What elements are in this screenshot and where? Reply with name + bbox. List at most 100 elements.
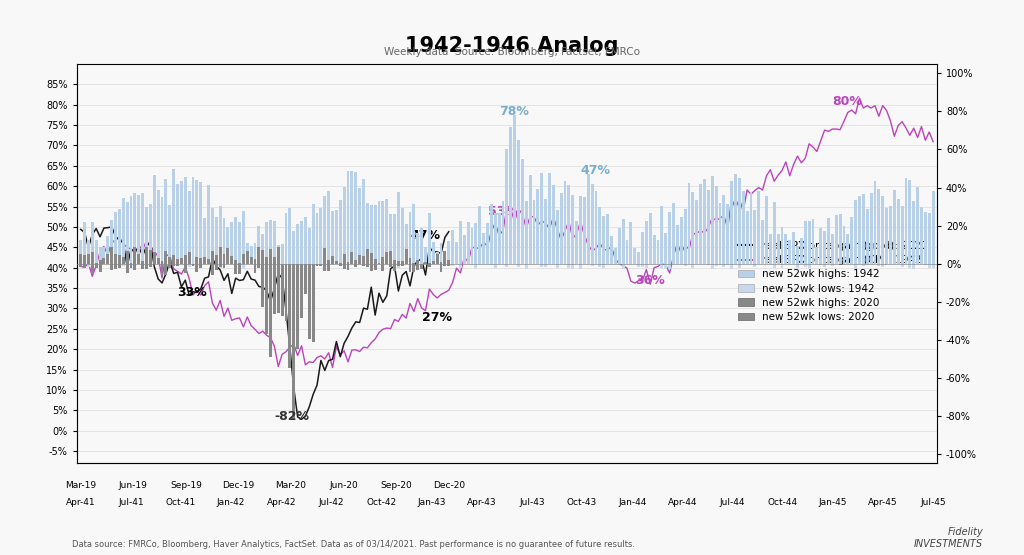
Bar [400,264,403,266]
Bar [289,208,292,264]
Bar [602,264,605,268]
Bar [273,220,275,264]
Bar [269,264,272,267]
Bar [265,257,268,264]
Bar [800,238,803,264]
Bar [641,233,644,264]
Bar [133,193,136,264]
Text: Jan-44: Jan-44 [618,498,646,507]
Bar [381,264,384,268]
Bar [265,221,268,264]
Bar [161,264,164,269]
Bar [374,264,377,270]
Bar [176,264,179,266]
Bar [315,264,318,266]
Bar [452,264,454,266]
Bar [234,260,238,264]
Bar [474,223,477,264]
Bar [145,248,148,264]
Text: 53%: 53% [487,205,517,218]
Bar [226,226,229,264]
Bar [168,264,171,266]
Bar [141,193,144,264]
Bar [168,258,171,264]
Bar [106,236,110,264]
Bar [796,246,799,264]
Text: Apr-44: Apr-44 [668,498,697,507]
Bar [176,184,179,264]
Bar [118,264,121,268]
Bar [413,204,416,264]
Bar [354,171,357,264]
Bar [300,264,303,318]
Bar [889,206,892,264]
Bar [823,231,826,264]
Bar [691,193,694,264]
Bar [741,191,744,264]
Bar [370,205,373,264]
Bar [633,248,636,264]
Bar [304,264,307,294]
Bar [148,250,152,264]
Bar [238,222,241,264]
Bar [79,264,82,267]
Bar [165,251,167,264]
Bar [153,253,156,264]
Bar [532,200,536,264]
Bar [541,173,543,264]
Bar [343,254,346,264]
Bar [261,250,264,264]
Bar [447,264,451,266]
Bar [300,221,303,264]
Bar [420,264,423,269]
Bar [118,255,121,264]
Bar [393,264,396,271]
Bar [517,264,520,268]
Bar [575,221,579,264]
Bar [552,185,555,264]
Bar [289,264,292,265]
Bar [343,264,346,269]
Bar [719,203,722,264]
Bar [506,149,508,264]
Bar [230,222,233,264]
Bar [254,264,256,265]
Bar [261,264,264,266]
Bar [684,209,686,264]
Bar [610,236,613,264]
Bar [172,264,175,266]
Bar [269,264,272,356]
Bar [296,224,299,264]
Bar [370,264,373,271]
Bar [200,258,202,264]
Bar [672,203,675,264]
Bar [230,256,233,264]
Bar [873,181,877,264]
Bar [471,228,473,264]
Bar [560,193,562,264]
Bar [200,182,202,264]
Bar [350,251,353,264]
Bar [765,196,768,264]
Bar [796,264,799,268]
Bar [474,264,477,268]
Bar [141,264,144,269]
Bar [242,254,245,264]
Bar [234,264,238,274]
Bar [413,264,416,272]
Bar [393,260,396,264]
Bar [776,234,779,264]
Bar [374,205,377,264]
Bar [878,264,881,265]
Bar [184,177,186,264]
Bar [148,204,152,264]
Text: Oct-44: Oct-44 [768,498,798,507]
Text: Dec-19: Dec-19 [222,482,255,491]
Bar [111,264,113,270]
Bar [567,264,570,268]
Bar [699,184,702,264]
Bar [637,264,640,267]
Bar [257,264,260,269]
Text: 47%: 47% [581,164,610,177]
Bar [715,186,718,264]
